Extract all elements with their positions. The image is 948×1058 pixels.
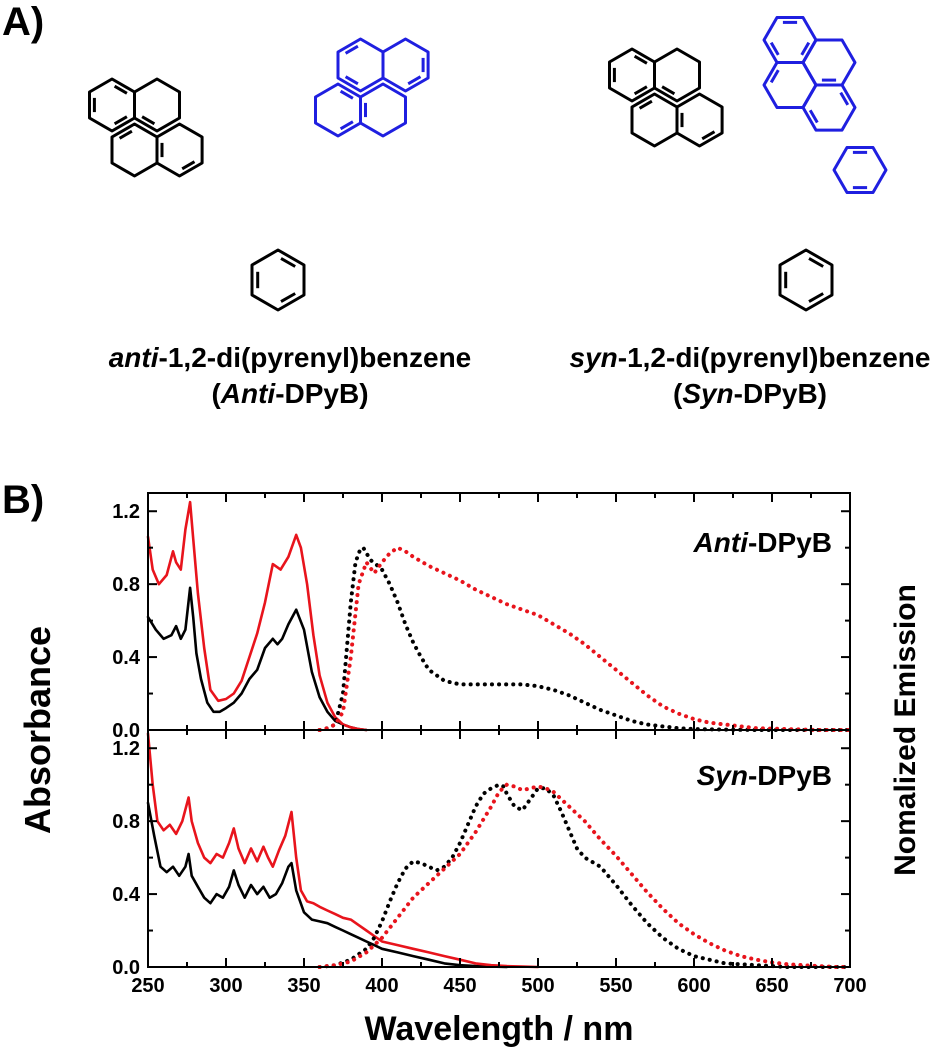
x-tick-label: 500 <box>521 975 554 997</box>
anti-red-dotted-series <box>317 545 852 732</box>
anti-abbrev-open: ( <box>211 378 221 409</box>
anti-dpyb-structure <box>88 37 430 312</box>
double-bond <box>339 120 354 131</box>
anti-abbrev-rest: -DPyB) <box>275 378 369 409</box>
pyrene-ring-blue <box>832 146 888 194</box>
panel-a-label: A) <box>2 0 45 44</box>
syn-abbrev-open: ( <box>672 378 683 409</box>
pyrene-ring-blue <box>359 82 407 138</box>
y-axis-title-right: Nomalized Emission <box>889 584 922 876</box>
double-bond <box>808 292 824 303</box>
syn-y-tick-label: 0.0 <box>112 957 140 979</box>
benzene-ring <box>250 248 306 312</box>
x-tick-labels: 250 300 350 400 450 500 550 600 650 700 <box>131 975 866 997</box>
anti-series-group <box>146 500 852 732</box>
double-bond <box>638 99 653 110</box>
double-bond <box>113 115 128 126</box>
x-tick-label: 400 <box>365 975 398 997</box>
syn-red-dotted-series <box>317 782 852 969</box>
x-tick-label: 600 <box>677 975 710 997</box>
double-bond <box>280 257 296 268</box>
x-tick-label: 650 <box>755 975 788 997</box>
pyrene-ring <box>653 47 701 103</box>
syn-prefix: syn <box>569 342 618 373</box>
syn-black-solid-series <box>146 801 509 969</box>
syn-panel-label: Syn-DPyB <box>697 760 832 791</box>
double-bond <box>808 109 819 124</box>
syn-dpyb-plot: 0.0 0.4 0.8 1.2 Syn-DPyB <box>112 729 852 979</box>
double-bond <box>339 89 354 100</box>
anti-red-solid-series <box>146 500 368 732</box>
x-tick-label: 450 <box>443 975 476 997</box>
double-bond <box>661 85 676 96</box>
syn-y-tick-label: 0.4 <box>112 884 141 906</box>
syn-y-tick-label: 1.2 <box>112 738 140 760</box>
double-bond <box>808 257 824 268</box>
double-bond <box>141 115 156 126</box>
anti-name-line2: (Anti-DPyB) <box>105 376 475 412</box>
double-bond <box>839 91 850 106</box>
double-bond <box>344 44 359 55</box>
syn-ticks: 0.0 0.4 0.8 1.2 <box>112 730 851 979</box>
anti-y-tick-label: 0.0 <box>112 720 140 742</box>
anti-prefix: anti <box>108 342 159 373</box>
double-bond <box>344 75 359 86</box>
syn-name-line1: syn-1,2-di(pyrenyl)benzene <box>560 340 940 376</box>
anti-black-solid-series <box>146 586 368 732</box>
syn-label-italic: Syn <box>697 760 748 791</box>
anti-y-tick-label: 1.2 <box>112 501 140 523</box>
syn-label-rest: -DPyB <box>748 760 832 791</box>
syn-black-dotted-series <box>317 782 852 969</box>
pyrene-ring <box>133 77 181 133</box>
anti-ticks: 0.0 0.4 0.8 1.2 <box>112 493 851 742</box>
anti-name-rest: -1,2-di(pyrenyl)benzene <box>158 342 472 373</box>
benzene-ring <box>778 248 834 312</box>
anti-label-italic: Anti <box>693 527 750 558</box>
x-tick-label: 550 <box>599 975 632 997</box>
anti-name-line1: anti-1,2-di(pyrenyl)benzene <box>105 340 475 376</box>
anti-panel-label: Anti-DPyB <box>693 527 832 558</box>
double-bond <box>280 292 296 303</box>
double-bond <box>769 41 780 56</box>
pyrene-ring <box>675 92 724 148</box>
anti-y-tick-label: 0.4 <box>112 647 141 669</box>
x-tick-label: 250 <box>131 975 164 997</box>
double-bond <box>407 75 422 86</box>
x-axis-title: Wavelength / nm <box>365 1010 634 1048</box>
syn-molecule-name: syn-1,2-di(pyrenyl)benzene (Syn-DPyB) <box>560 340 940 412</box>
syn-series-group <box>146 732 852 969</box>
molecule-structures <box>88 16 888 312</box>
pyrene-ring <box>155 122 204 178</box>
double-bond <box>633 54 648 65</box>
anti-abbrev-italic: Anti <box>220 378 276 409</box>
syn-name-line2: (Syn-DPyB) <box>560 376 940 412</box>
y-axis-title-left: Absorbance <box>17 626 58 834</box>
syn-name-rest: -1,2-di(pyrenyl)benzene <box>617 342 931 373</box>
x-tick-label: 350 <box>287 975 320 997</box>
syn-y-tick-label: 0.8 <box>112 811 140 833</box>
double-bond <box>118 129 133 140</box>
anti-y-tick-label: 0.8 <box>112 574 140 596</box>
panel-b-label: B) <box>2 478 45 522</box>
double-bond <box>701 130 716 141</box>
anti-label-rest: -DPyB <box>748 527 832 558</box>
anti-black-dotted-series <box>317 545 852 732</box>
syn-dpyb-structure <box>608 16 888 312</box>
double-bond <box>181 160 196 171</box>
x-tick-label: 700 <box>833 975 866 997</box>
x-tick-label: 300 <box>209 975 242 997</box>
double-bond <box>769 69 780 84</box>
syn-abbrev-rest: -DPyB) <box>733 378 828 409</box>
syn-abbrev-italic: Syn <box>682 378 734 409</box>
pyrene-ring-blue <box>801 83 857 132</box>
double-bond <box>113 84 128 95</box>
anti-molecule-name: anti-1,2-di(pyrenyl)benzene (Anti-DPyB) <box>105 340 475 412</box>
double-bond <box>633 85 648 96</box>
pyrene-ring-blue <box>381 37 430 93</box>
anti-dpyb-plot: 0.0 0.4 0.8 1.2 Anti-DPyB <box>112 492 852 742</box>
double-bond <box>800 41 811 56</box>
syn-red-solid-series <box>146 732 540 969</box>
